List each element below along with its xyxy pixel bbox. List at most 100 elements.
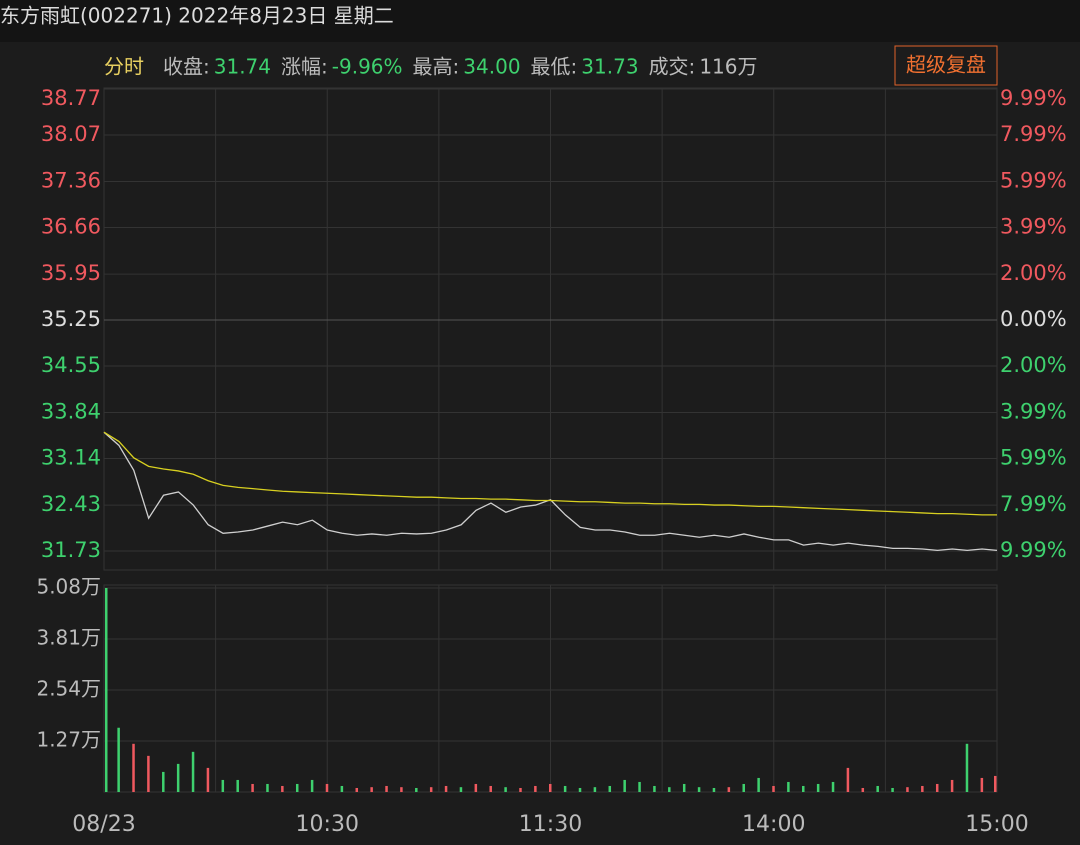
y-tick-label: 37.36 xyxy=(41,169,101,193)
volume-bar xyxy=(638,781,641,792)
price-line xyxy=(103,431,998,551)
volume-bar xyxy=(295,783,299,792)
volume-bar xyxy=(504,787,507,792)
y2-tick-label: 5.99% xyxy=(1000,446,1067,470)
volume-bar xyxy=(906,787,909,792)
volume-bar xyxy=(385,785,388,792)
volume-bar xyxy=(459,787,463,792)
y2-tick-label: 3.99% xyxy=(1000,399,1067,423)
volume-bar xyxy=(221,779,225,792)
y2-tick-label: 5.99% xyxy=(1000,168,1067,192)
review-button-label[interactable]: 超级复盘 xyxy=(906,53,986,77)
volume-bar xyxy=(787,781,790,792)
y2-tick-label: 2.00% xyxy=(1000,353,1067,377)
volume-bar xyxy=(712,787,716,792)
y-tick-label: 33.14 xyxy=(41,445,101,469)
volume-bar xyxy=(310,779,314,792)
volume-bar xyxy=(682,783,686,792)
volume-bar xyxy=(147,755,150,792)
volume-bar xyxy=(608,785,612,792)
y-tick-label: 33.84 xyxy=(41,400,101,424)
x-tick-label: 08/23 xyxy=(72,812,135,837)
y2-tick-label: 2.00% xyxy=(1000,261,1067,285)
volume-bar xyxy=(980,777,984,792)
volume-bar xyxy=(206,767,210,792)
volume-bar xyxy=(994,775,997,792)
y-tick-label: 34.55 xyxy=(41,353,101,377)
volume-bar xyxy=(444,785,448,792)
volume-bar xyxy=(340,785,344,792)
volume-bar xyxy=(697,787,701,792)
stat-label: 最高: xyxy=(413,55,460,79)
y2-tick-label: 9.99% xyxy=(1000,538,1067,562)
stats: 收盘: 31.74 涨幅: -9.96% 最高: 34.00 最低: 31.73 成交: 116万 xyxy=(163,55,758,79)
volume-bar xyxy=(355,787,359,792)
stat-label: 最低: xyxy=(531,55,578,79)
stat-label: 成交: xyxy=(649,55,696,79)
y-tick-label: 38.77 xyxy=(41,86,101,110)
volume-bar xyxy=(519,787,522,792)
volume-bar xyxy=(534,785,537,792)
y-tick-label: 3.81万 xyxy=(36,626,101,650)
volume-bar xyxy=(474,783,478,792)
stat-value: -9.96% xyxy=(332,55,403,79)
y-tick-label: 36.66 xyxy=(41,214,101,238)
stat-value: 31.74 xyxy=(214,55,271,79)
y-tick-label: 31.73 xyxy=(41,538,101,562)
volume-bar xyxy=(861,787,865,792)
volume-bar xyxy=(578,787,582,792)
volume-bar xyxy=(742,783,745,792)
volume-bar xyxy=(668,787,671,792)
volume-bar xyxy=(325,783,329,792)
volume-bar xyxy=(400,787,403,792)
price-line xyxy=(103,431,997,516)
y-tick-label: 38.07 xyxy=(41,122,101,146)
stat-value: 116万 xyxy=(699,55,757,79)
review-button[interactable] xyxy=(894,45,998,86)
volume-bar xyxy=(105,588,108,792)
volume-bar xyxy=(176,763,180,792)
volume-bar xyxy=(653,785,656,792)
volume-bar xyxy=(266,783,269,792)
stat-label: 涨幅: xyxy=(281,55,328,79)
y2-tick-label: 7.99% xyxy=(1000,492,1067,516)
y-tick-label: 35.25 xyxy=(41,307,101,331)
y-tick-label: 1.27万 xyxy=(36,728,101,752)
volume-bar xyxy=(831,781,835,792)
volume-bar xyxy=(623,779,626,792)
volume-bar xyxy=(563,785,567,792)
y-tick-label: 2.54万 xyxy=(36,677,101,701)
volume-bar xyxy=(549,783,552,792)
volume-bar xyxy=(415,787,418,792)
volume-bar xyxy=(772,785,775,792)
y2-tick-label: 0.00% xyxy=(1000,307,1067,331)
stat-value: 31.73 xyxy=(581,55,638,79)
volume-bar xyxy=(935,783,939,792)
volume-bar xyxy=(816,783,820,792)
y-tick-label: 5.08万 xyxy=(36,575,101,599)
x-tick-label: 10:30 xyxy=(296,812,359,837)
y-tick-label: 32.43 xyxy=(41,492,101,516)
x-tick-label: 11:30 xyxy=(519,812,582,837)
volume-bar xyxy=(132,743,135,792)
volume-bar xyxy=(281,785,284,792)
volume-bar xyxy=(876,785,879,792)
y2-tick-label: 9.99% xyxy=(1000,86,1067,110)
volume-bar xyxy=(370,787,373,792)
tab[interactable]: 分时 xyxy=(104,55,144,79)
volume-bar xyxy=(891,787,894,792)
volume-bar xyxy=(727,787,731,792)
volume-bar xyxy=(162,771,165,792)
volume-bar xyxy=(191,751,195,792)
stat-label: 收盘: xyxy=(163,55,210,79)
title: 东方雨虹(002271) 2022年8月23日 星期二 xyxy=(0,4,394,28)
volume-bar xyxy=(593,787,597,792)
title-bar xyxy=(0,0,1080,42)
volume-bar xyxy=(757,777,760,792)
y2-tick-label: 7.99% xyxy=(1000,122,1067,146)
volume-bar xyxy=(236,779,239,792)
volume-bar xyxy=(846,767,850,792)
